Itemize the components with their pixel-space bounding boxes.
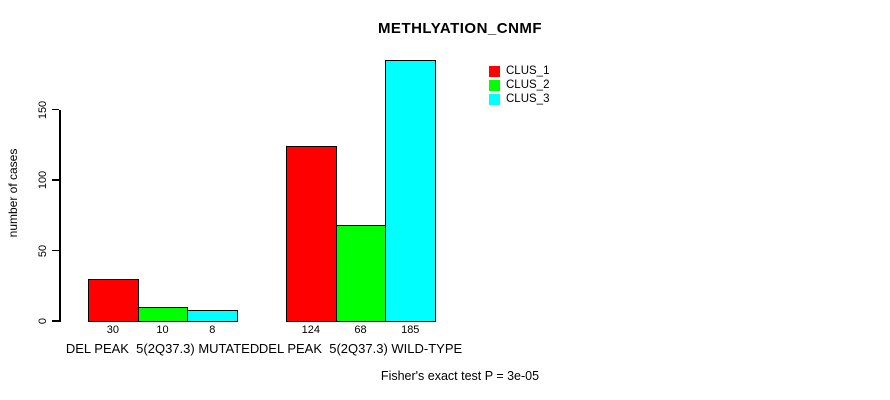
legend-label: CLUS_3 xyxy=(506,93,550,105)
chart-title: METHLYATION_CNMF xyxy=(377,20,543,37)
y-tick-label: 150 xyxy=(37,100,49,119)
bar-value-label: 68 xyxy=(354,324,367,336)
bar-clus_3 xyxy=(385,60,437,322)
y-tick-label: 0 xyxy=(37,317,49,325)
bar-value-label: 124 xyxy=(301,324,321,336)
fisher-test-annotation: Fisher's exact test P = 3e-05 xyxy=(380,369,540,383)
bar-clus_1 xyxy=(88,278,139,322)
legend-item-clus_3: CLUS_3 xyxy=(489,92,549,106)
y-axis-line xyxy=(59,109,61,322)
x-category-label: DEL PEAK 5(2Q37.3) WILD-TYPE xyxy=(258,341,463,356)
legend-swatch-icon xyxy=(489,93,500,105)
bar-clus_2 xyxy=(335,225,387,322)
legend-item-clus_2: CLUS_2 xyxy=(489,78,549,92)
legend-item-clus_1: CLUS_1 xyxy=(489,64,549,78)
bar-value-label: 185 xyxy=(401,324,420,336)
y-tick-mark xyxy=(52,320,59,322)
bar-clus_1 xyxy=(286,146,337,322)
x-category-label: DEL PEAK 5(2Q37.3) MUTATED xyxy=(65,341,260,356)
bar-value-label: 30 xyxy=(106,324,119,336)
legend: CLUS_1 CLUS_2 CLUS_3 xyxy=(489,64,549,106)
bar-value-label: 10 xyxy=(156,324,169,336)
legend-swatch-icon xyxy=(489,65,500,77)
legend-label: CLUS_2 xyxy=(506,79,550,91)
y-tick-mark xyxy=(52,179,59,181)
legend-label: CLUS_1 xyxy=(506,65,550,77)
legend-swatch-icon xyxy=(489,79,500,91)
y-tick-mark xyxy=(52,249,59,252)
bar-clus_2 xyxy=(137,306,189,322)
y-tick-label: 100 xyxy=(37,170,49,190)
y-tick-label: 50 xyxy=(37,244,49,257)
bar-clus_3 xyxy=(187,309,239,322)
bar-value-label: 8 xyxy=(209,324,216,336)
y-tick-mark xyxy=(52,108,59,111)
y-axis-label: number of cases xyxy=(6,148,20,238)
